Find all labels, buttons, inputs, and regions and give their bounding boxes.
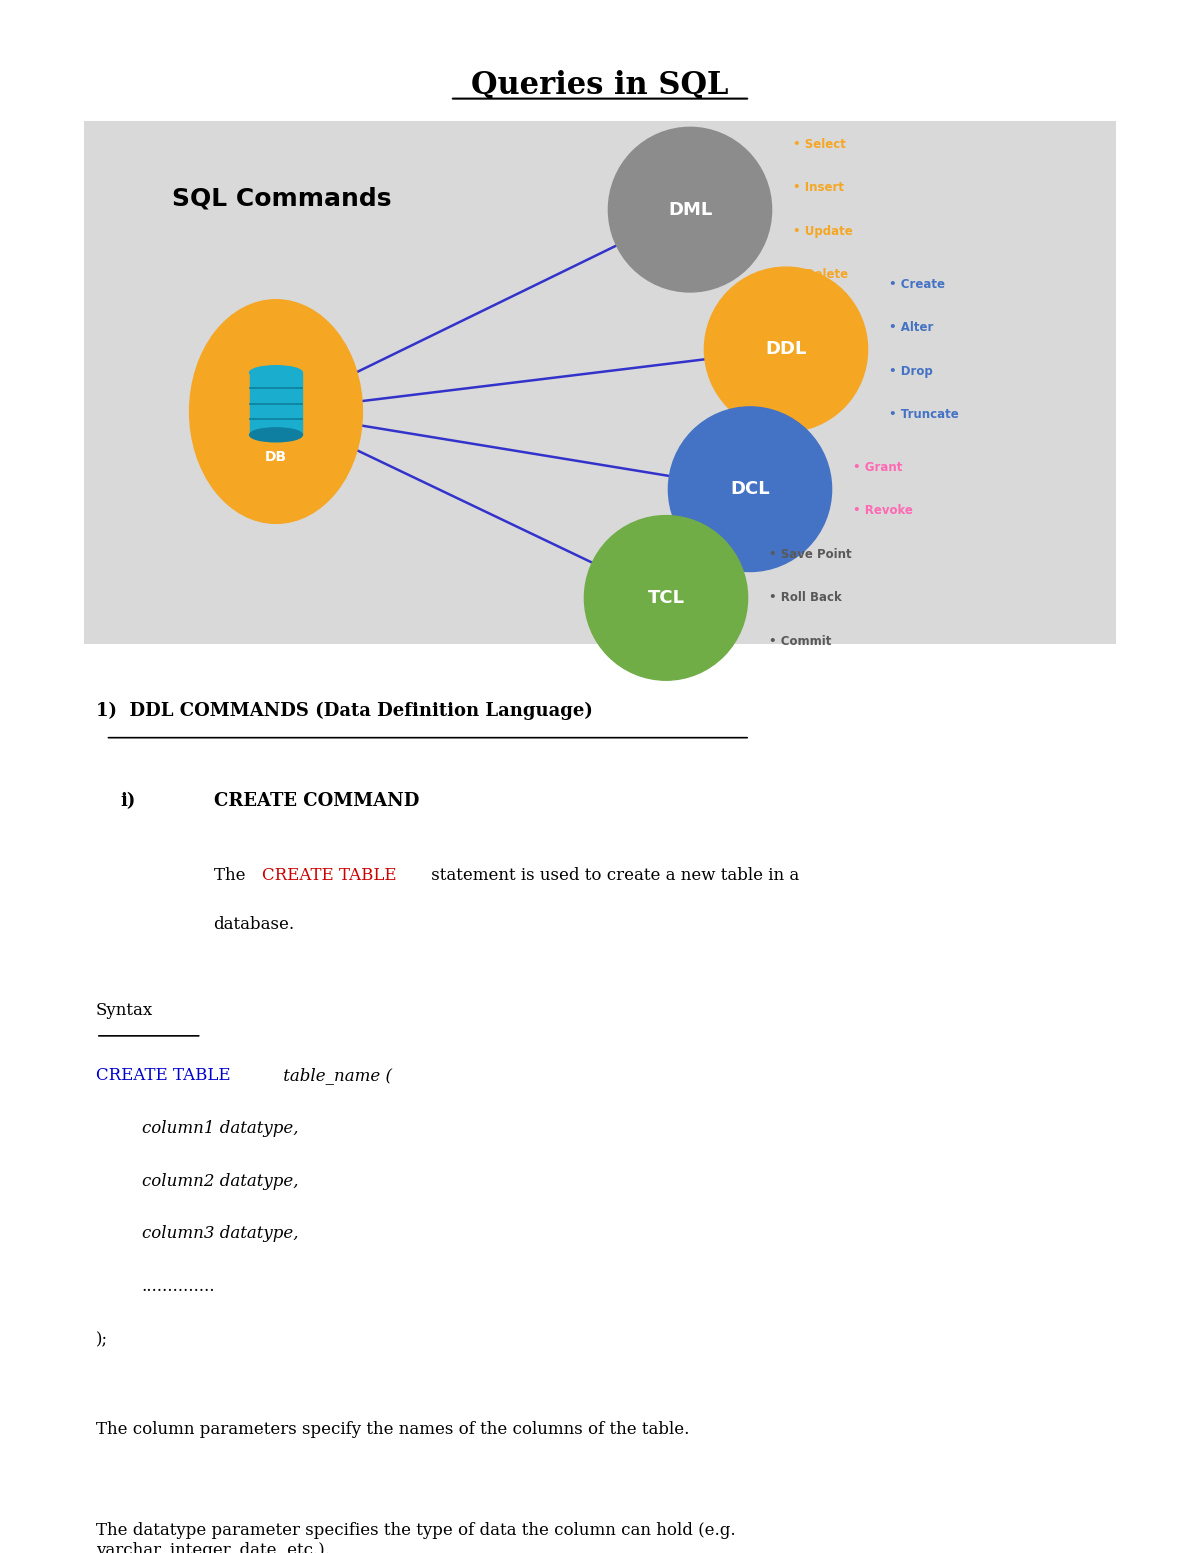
Text: ..............: .............. xyxy=(142,1278,215,1295)
Text: column3 datatype,: column3 datatype, xyxy=(142,1225,298,1242)
Text: The: The xyxy=(214,867,251,884)
Circle shape xyxy=(190,300,362,523)
Text: • Grant: • Grant xyxy=(853,461,902,474)
Text: DDL: DDL xyxy=(766,340,806,359)
Text: CREATE COMMAND: CREATE COMMAND xyxy=(214,792,419,811)
Text: statement is used to create a new table in a: statement is used to create a new table … xyxy=(426,867,799,884)
Ellipse shape xyxy=(250,429,302,443)
Text: • Revoke: • Revoke xyxy=(853,505,913,517)
Text: The column parameters specify the names of the columns of the table.: The column parameters specify the names … xyxy=(96,1421,689,1438)
Ellipse shape xyxy=(584,516,748,680)
Text: The datatype parameter specifies the type of data the column can hold (e.g.
varc: The datatype parameter specifies the typ… xyxy=(96,1522,736,1553)
Text: Queries in SQL: Queries in SQL xyxy=(472,70,728,101)
Text: CREATE TABLE: CREATE TABLE xyxy=(262,867,396,884)
Text: • Save Point: • Save Point xyxy=(769,548,852,561)
Text: column2 datatype,: column2 datatype, xyxy=(142,1173,298,1190)
FancyBboxPatch shape xyxy=(84,121,1116,644)
Text: • Commit: • Commit xyxy=(769,635,832,648)
Text: SQL Commands: SQL Commands xyxy=(173,186,391,211)
Text: • Drop: • Drop xyxy=(889,365,932,377)
Text: • Insert: • Insert xyxy=(793,182,845,194)
Text: TCL: TCL xyxy=(648,589,684,607)
Text: • Delete: • Delete xyxy=(793,269,848,281)
Text: i): i) xyxy=(120,792,136,811)
Text: • Update: • Update xyxy=(793,225,853,238)
Text: column1 datatype,: column1 datatype, xyxy=(142,1120,298,1137)
Text: CREATE TABLE: CREATE TABLE xyxy=(96,1067,230,1084)
Bar xyxy=(250,373,302,435)
Text: );: ); xyxy=(96,1331,108,1348)
Ellipse shape xyxy=(250,367,302,379)
Text: database.: database. xyxy=(214,916,295,933)
Text: • Roll Back: • Roll Back xyxy=(769,592,842,604)
Text: • Truncate: • Truncate xyxy=(889,408,959,421)
Ellipse shape xyxy=(704,267,868,432)
Text: • Alter: • Alter xyxy=(889,321,934,334)
Text: Syntax: Syntax xyxy=(96,1002,154,1019)
Text: • Select: • Select xyxy=(793,138,846,151)
Text: 1)  DDL COMMANDS (Data Definition Language): 1) DDL COMMANDS (Data Definition Languag… xyxy=(96,702,593,721)
Text: DB: DB xyxy=(265,449,287,464)
Ellipse shape xyxy=(608,127,772,292)
Text: DML: DML xyxy=(668,200,712,219)
Text: DCL: DCL xyxy=(730,480,770,499)
Text: • Create: • Create xyxy=(889,278,946,290)
Text: table_name (: table_name ( xyxy=(278,1067,392,1084)
Ellipse shape xyxy=(668,407,832,572)
